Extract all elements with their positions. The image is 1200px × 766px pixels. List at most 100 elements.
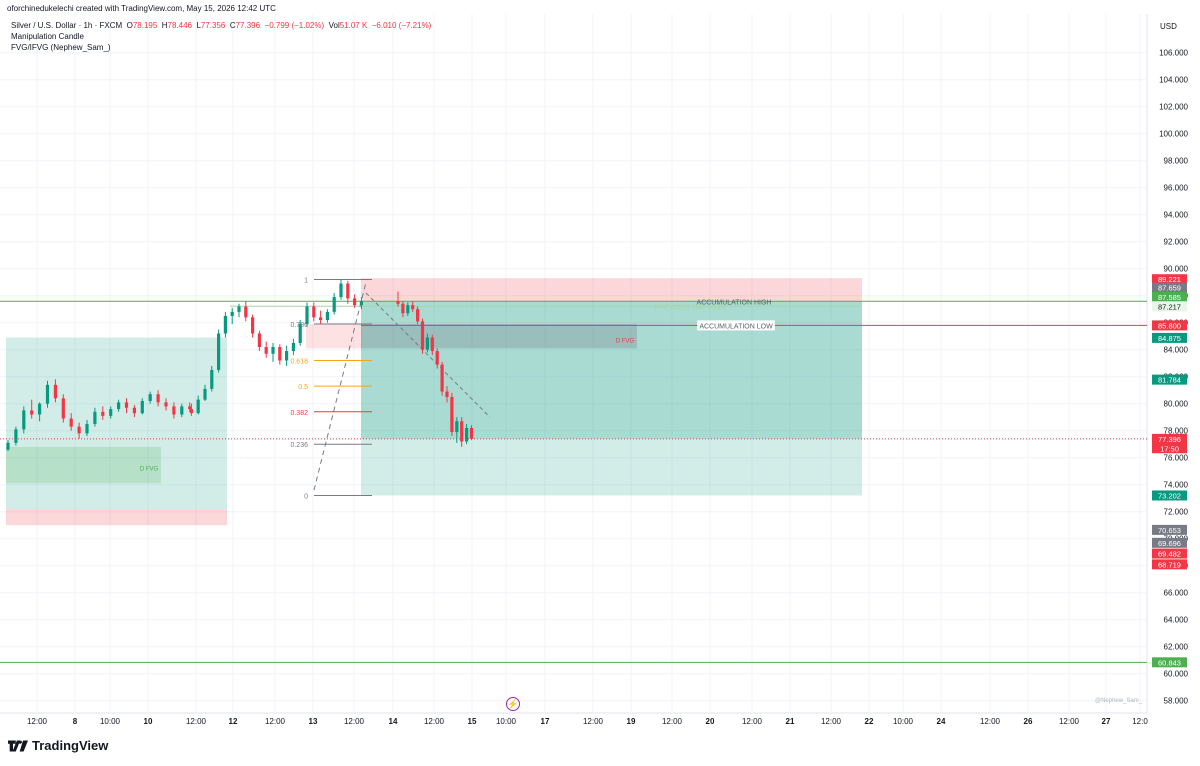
price-tag-bg xyxy=(1152,274,1187,285)
x-tick-label: 12:00 xyxy=(980,717,1001,726)
y-tick-label: 66.000 xyxy=(1164,589,1189,598)
candle xyxy=(339,279,343,300)
candle xyxy=(298,320,302,346)
zone-long-left xyxy=(6,337,227,509)
candle xyxy=(85,419,89,437)
x-tick-label: 12:00 xyxy=(186,717,207,726)
price-tag-bg xyxy=(1152,490,1187,501)
price-tag-label: 69.696 xyxy=(1158,539,1181,548)
candle-body xyxy=(244,306,248,318)
y-tick-label: 102.000 xyxy=(1159,103,1188,112)
candle xyxy=(285,345,289,366)
candle xyxy=(305,302,309,327)
x-tick-label: 10 xyxy=(144,717,153,726)
y-tick-label: 72.000 xyxy=(1164,508,1189,517)
price-tag: 73.202 xyxy=(1152,490,1187,501)
candle xyxy=(164,398,168,411)
price-tag: 60.843 xyxy=(1152,657,1187,668)
candle xyxy=(188,402,192,412)
candle xyxy=(132,405,136,418)
legend-low-label: L xyxy=(196,21,201,30)
candle-body xyxy=(210,369,214,389)
price-tag-bg xyxy=(1152,559,1187,570)
candle xyxy=(210,365,214,392)
x-tick-label: 13 xyxy=(309,717,318,726)
candle-body xyxy=(430,337,434,352)
legend-vol-label: Vol xyxy=(328,21,340,30)
candle-body xyxy=(396,301,400,304)
price-tag-bg xyxy=(1152,524,1187,535)
candle-body xyxy=(230,311,234,316)
legend-symbol[interactable]: Silver / U.S. Dollar · 1h · FXCM xyxy=(11,21,123,30)
line-label: ACCUMULATION LOW xyxy=(699,323,773,330)
legend-high-label: H xyxy=(161,21,168,30)
legend-indicator-fvg[interactable]: FVG/IFVG (Nephew_Sam_) xyxy=(11,43,111,52)
price-tag-label: 73.202 xyxy=(1158,491,1181,500)
y-tick-label: 64.000 xyxy=(1164,616,1189,625)
candle-body xyxy=(85,423,89,434)
legend-vol-change: −6.010 (−7.21%) xyxy=(371,21,432,30)
candle xyxy=(156,390,160,407)
y-tick-label: 62.000 xyxy=(1164,643,1189,652)
y-tick-label: 90.000 xyxy=(1164,265,1189,274)
candle-body xyxy=(450,396,454,433)
x-tick-label: 12:00 xyxy=(265,717,286,726)
fvg-box-left xyxy=(6,446,161,484)
candle-body xyxy=(203,388,207,400)
candle xyxy=(257,330,261,352)
legend-ohlc: Silver / U.S. Dollar · 1h · FXCM O78.195… xyxy=(11,21,431,30)
candle-body xyxy=(325,311,329,320)
y-tick-label: 60.000 xyxy=(1164,670,1189,679)
candle xyxy=(420,318,425,354)
tradingview-icon xyxy=(8,739,28,752)
candle-body xyxy=(264,347,268,354)
candle-body xyxy=(278,347,282,361)
price-tag-label: 17:50 xyxy=(1160,444,1179,453)
candle-body xyxy=(140,401,144,414)
y-tick-label: 104.000 xyxy=(1159,76,1188,85)
candle-body xyxy=(445,391,449,397)
candle-body xyxy=(353,298,357,306)
candle xyxy=(406,302,410,316)
candle xyxy=(230,307,234,325)
candle xyxy=(465,423,469,445)
legend-close: 77.396 xyxy=(235,21,261,30)
candle xyxy=(14,426,18,446)
candle xyxy=(196,395,200,415)
candle-body xyxy=(30,410,34,415)
candle-body xyxy=(217,333,221,370)
x-tick-label: 20 xyxy=(706,717,715,726)
legend-close-label: C xyxy=(229,21,236,30)
candle-body xyxy=(124,402,129,408)
x-tick-label: 10:00 xyxy=(893,717,914,726)
candle xyxy=(332,293,336,315)
candle xyxy=(416,306,420,325)
candle-body xyxy=(61,398,65,419)
candle xyxy=(401,301,405,318)
candle-body xyxy=(455,421,459,433)
y-tick-label: 74.000 xyxy=(1164,481,1189,490)
price-tag-label: 68.719 xyxy=(1158,560,1181,569)
candle xyxy=(237,303,241,318)
price-tag: 87.659 xyxy=(1152,282,1187,293)
candle-body xyxy=(435,351,439,365)
candle xyxy=(140,398,144,415)
price-tag: 69.696 xyxy=(1152,537,1187,548)
legend-indicator-manipulation[interactable]: Manipulation Candle xyxy=(11,32,84,41)
fib-label: 0.382 xyxy=(290,410,308,417)
price-tag: 17:50 xyxy=(1152,443,1187,454)
lightning-icon[interactable]: ⚡ xyxy=(506,697,520,711)
price-tag-label: 69.482 xyxy=(1158,550,1181,559)
candle xyxy=(325,309,329,323)
price-tag-bg xyxy=(1152,443,1187,454)
price-tag-bg xyxy=(1152,292,1187,303)
candle-body xyxy=(101,411,105,416)
brand-name: TradingView xyxy=(32,738,109,753)
price-tag-bg xyxy=(1152,657,1187,668)
price-tag-label: 89.221 xyxy=(1158,275,1181,284)
candle-body xyxy=(460,421,464,442)
x-tick-label: 27 xyxy=(1102,717,1111,726)
candle-body xyxy=(271,347,275,354)
